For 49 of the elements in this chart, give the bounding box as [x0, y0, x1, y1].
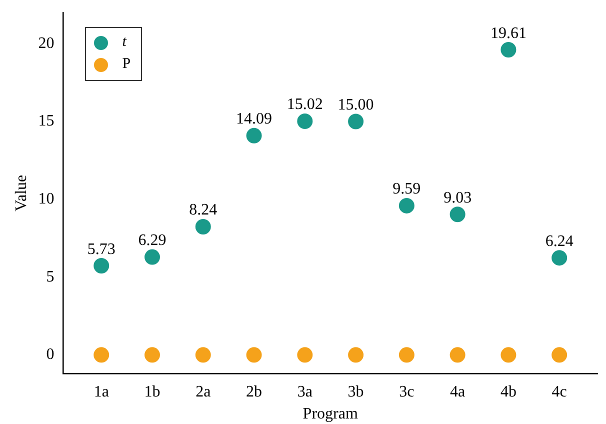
data-label: 14.09: [236, 110, 272, 128]
x-tick-label: 4a: [450, 383, 466, 400]
data-label: 9.03: [444, 189, 472, 206]
point: [500, 42, 516, 58]
point: [348, 114, 364, 130]
point: [450, 347, 466, 363]
point: [195, 347, 211, 363]
point: [144, 347, 160, 363]
x-tick-label: 3c: [399, 383, 414, 400]
point: [144, 249, 160, 265]
point: [552, 347, 568, 363]
y-axis-title: Value: [12, 174, 30, 212]
point: [246, 347, 262, 363]
point: [195, 218, 211, 234]
data-label: 6.29: [138, 232, 166, 250]
x-tick-label: 3a: [297, 383, 312, 400]
point: [398, 347, 414, 363]
y-tick-label: 5: [46, 268, 54, 286]
point: [297, 347, 313, 363]
x-tick-label: 1b: [144, 383, 160, 400]
point: [398, 198, 414, 214]
x-tick-label: 4c: [552, 383, 567, 400]
y-tick-label: 10: [38, 190, 54, 208]
x-tick-label: 4b: [500, 383, 516, 400]
legend-label: t: [122, 34, 126, 52]
y-tick-label: 0: [46, 346, 54, 364]
y-tick-label: 20: [38, 34, 54, 52]
point: [94, 258, 110, 274]
x-axis-title: Program: [302, 406, 358, 423]
data-label: 15.00: [338, 96, 374, 114]
y-tick-label: 15: [38, 112, 54, 130]
data-label: 15.02: [286, 96, 323, 114]
point: [500, 347, 516, 363]
data-label: 6.24: [545, 232, 574, 250]
x-tick-label: 2a: [196, 383, 211, 400]
point: [94, 347, 110, 363]
data-label: 19.61: [490, 24, 526, 42]
data-label: 9.59: [392, 180, 421, 198]
x-tick-label: 3b: [348, 383, 364, 400]
point: [297, 113, 313, 129]
point: [450, 206, 466, 222]
data-label: 8.24: [189, 202, 218, 219]
x-tick-label: 2b: [246, 383, 262, 400]
point: [348, 347, 364, 363]
point: [246, 128, 262, 144]
legend-label: P: [122, 56, 131, 74]
data-label: 5.73: [87, 240, 116, 258]
x-tick-label: 1a: [94, 383, 109, 400]
point: [552, 250, 568, 266]
